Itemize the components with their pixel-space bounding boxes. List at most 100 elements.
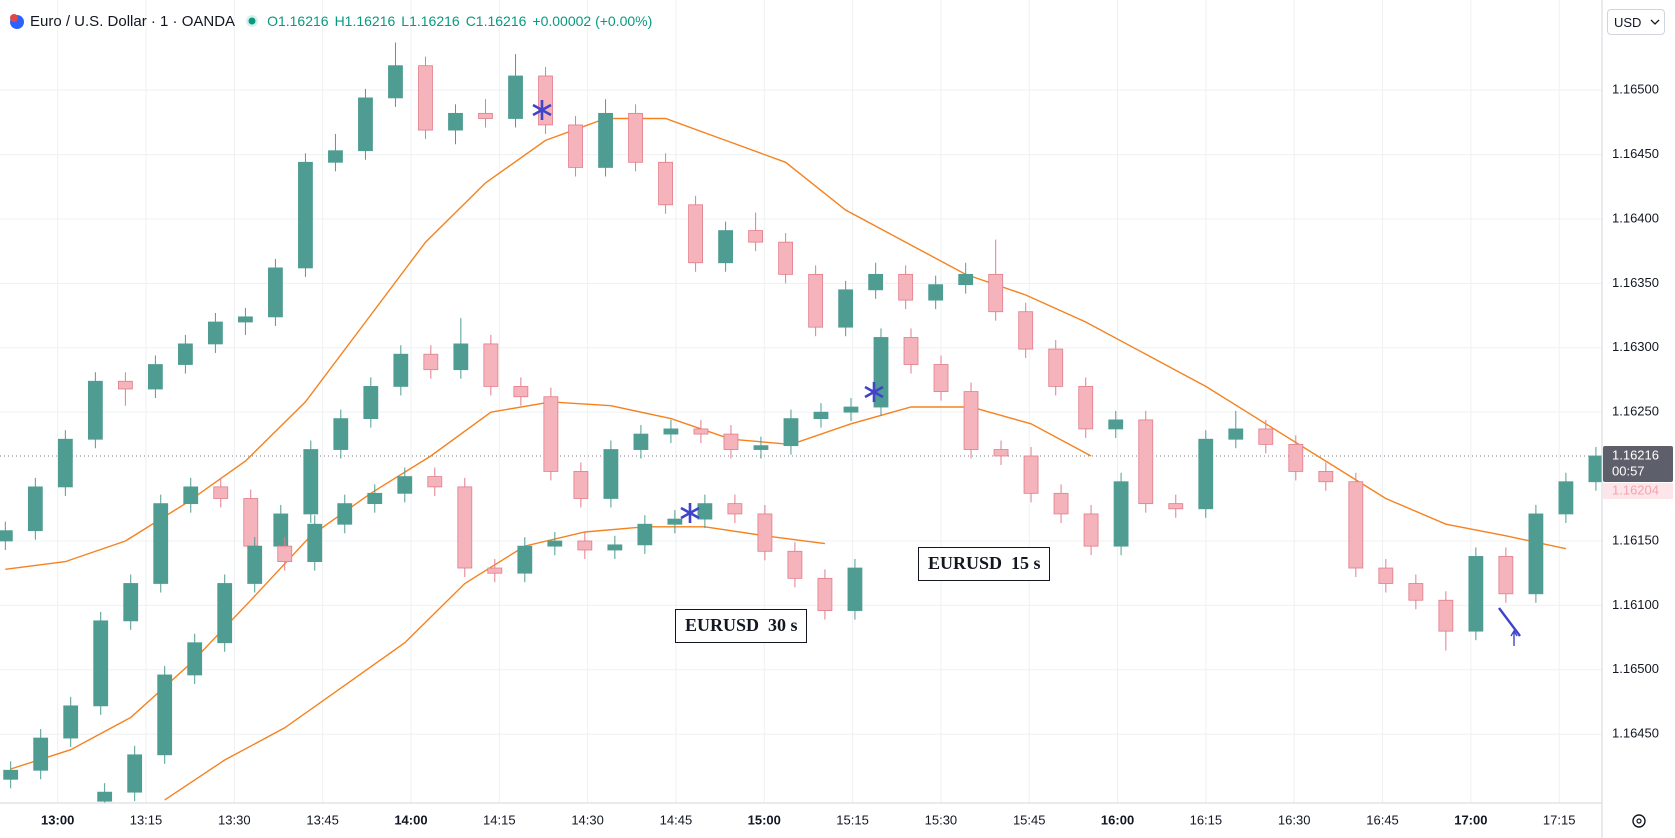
candle-body [868, 273, 884, 291]
candle-body [693, 428, 709, 435]
candle-body [1018, 311, 1034, 350]
trend-line-drawing [1498, 607, 1521, 637]
x-tick-label: 13:15 [130, 812, 163, 827]
candle-body [483, 343, 499, 387]
candle-body [573, 471, 589, 499]
currency-label: USD [1614, 14, 1642, 30]
candle-body [513, 386, 529, 398]
ohlc-value: +0.00002 (+0.00%) [532, 12, 653, 29]
candle-body [838, 289, 854, 328]
candle-body [1228, 428, 1244, 440]
x-tick-label: 17:00 [1454, 812, 1487, 827]
x-tick-label: 17:15 [1543, 812, 1576, 827]
drawings [532, 100, 1521, 646]
candle-body [0, 530, 13, 542]
second-price-tag [1603, 482, 1673, 499]
candle-body [637, 523, 653, 546]
candle-body [367, 492, 383, 505]
candle-body [1053, 492, 1069, 515]
second-price-label: 1.16204 [1612, 482, 1659, 497]
candle-body [847, 567, 863, 611]
candle-body [183, 486, 199, 505]
candle-body [1108, 419, 1124, 430]
y-tick-label: 1.16500 [1612, 82, 1659, 97]
y-tick-label: 1.16500 [1612, 661, 1659, 676]
grid [0, 0, 1602, 803]
candle-body [93, 620, 109, 707]
candle-body [963, 391, 979, 450]
candle-body [757, 513, 773, 552]
plot-area [0, 42, 1602, 803]
candle-body [727, 503, 743, 515]
candle-body [1438, 599, 1454, 632]
annotation-label: EURUSD 30 s [675, 609, 807, 643]
candle-body [33, 737, 49, 771]
candle-body [628, 112, 643, 163]
y-tick-label: 1.16250 [1612, 404, 1659, 419]
symbol-title: Euro / U.S. Dollar · 1 · OANDA [30, 12, 236, 30]
candle-body [718, 230, 733, 264]
candle-body [1078, 386, 1094, 430]
candle-body [307, 523, 323, 562]
candle-body [178, 343, 193, 365]
candle-body [1083, 513, 1099, 547]
candle-body [607, 544, 623, 551]
x-tick-label: 13:45 [306, 812, 339, 827]
market-status [246, 15, 259, 27]
x-tick-label: 14:45 [660, 812, 693, 827]
candle-body [928, 284, 944, 301]
legend-header: Euro / U.S. Dollar · 1 · OANDA O1.16216 H… [8, 10, 658, 32]
candle-body [778, 241, 794, 275]
candle-body [328, 150, 343, 163]
candle-body [57, 438, 73, 488]
candle-body [3, 769, 19, 780]
currency-select[interactable]: USD [1607, 9, 1665, 35]
arrow-head [1510, 629, 1518, 637]
last-price-tag [1603, 445, 1673, 482]
ohlc-value: C1.16216 [465, 12, 527, 29]
y-tick-label: 1.16150 [1612, 532, 1659, 547]
candle-body [397, 476, 413, 494]
candle-body [277, 545, 293, 562]
candle-body [993, 449, 1009, 457]
candle-body [217, 583, 233, 644]
candle-body [427, 476, 443, 488]
candle-body [457, 486, 473, 569]
candle-body [598, 112, 613, 168]
candle-body [813, 411, 829, 420]
symbol-icon [10, 14, 24, 29]
candle-body [117, 380, 133, 390]
candle-body [127, 754, 143, 793]
x-tick-label: 15:45 [1013, 812, 1046, 827]
candle-body [688, 204, 703, 264]
candle-body [1023, 455, 1039, 494]
last-price-label: 1.16216 [1612, 447, 1659, 462]
candle-body [448, 112, 463, 131]
y-tick-label: 1.16400 [1612, 210, 1659, 225]
candle-body [1378, 567, 1394, 584]
y-tick-label: 1.16450 [1612, 146, 1659, 161]
moving-average [5, 117, 1567, 570]
candle-body [487, 567, 503, 574]
x-tick-label: 13:30 [218, 812, 251, 827]
x-tick-label: 15:15 [836, 812, 869, 827]
x-tick-label: 14:15 [483, 812, 516, 827]
candle-body [238, 316, 253, 323]
candle-body [423, 353, 439, 371]
candle-body [337, 503, 353, 525]
y-tick-label: 1.16350 [1612, 275, 1659, 290]
candle-body [1138, 419, 1154, 505]
candle-body [1258, 428, 1274, 445]
y-tick-label: 1.16100 [1612, 597, 1659, 612]
candle-body [787, 550, 803, 579]
settings-icon[interactable] [1632, 814, 1646, 828]
candle-body [663, 428, 679, 435]
candle-body [268, 267, 283, 318]
candle-body [547, 540, 563, 547]
candle-body [1588, 455, 1602, 483]
candle-body [658, 161, 673, 206]
candle-body [388, 65, 403, 99]
x-tick-label: 14:00 [394, 812, 427, 827]
